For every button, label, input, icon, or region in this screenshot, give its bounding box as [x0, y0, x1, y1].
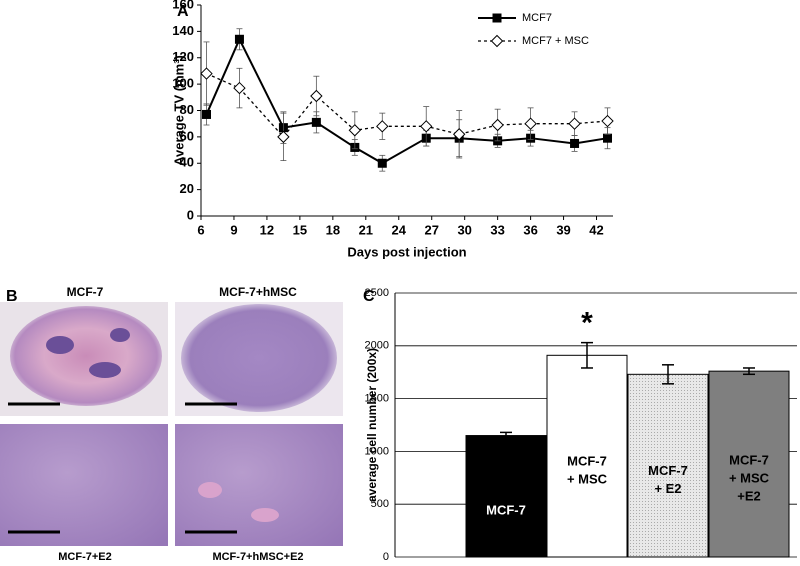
legend-label: MCF7	[522, 12, 552, 24]
bar-label: + MSC	[729, 471, 770, 486]
marker	[420, 120, 433, 133]
marker	[452, 128, 466, 141]
legend-marker	[490, 34, 504, 48]
x-tick-label: 36	[523, 222, 537, 237]
y-tick-label: 2000	[365, 340, 389, 352]
marker	[376, 120, 389, 133]
panel-b: B MCF-7 MCF-7+hMSC MCF-7+E2 MCF-7+hMSC+E…	[0, 285, 343, 563]
tissue	[198, 482, 222, 498]
marker	[311, 117, 321, 127]
marker	[233, 81, 246, 95]
x-tick-label: 9	[230, 222, 237, 237]
legend-marker	[492, 13, 502, 23]
bar	[708, 370, 790, 558]
y-tick-label: 1500	[365, 393, 389, 405]
x-tick-label: 12	[260, 222, 274, 237]
y-tick-label: 1000	[365, 445, 389, 457]
caption: MCF-7+hMSC+E2	[212, 551, 303, 563]
y-tick-label: 0	[187, 207, 194, 222]
marker	[570, 138, 580, 148]
panel-label: B	[6, 288, 18, 305]
caption: MCF-7+E2	[58, 551, 112, 563]
x-tick-label: 18	[326, 222, 340, 237]
panel-label: C	[363, 288, 375, 305]
x-tick-label: 21	[359, 222, 373, 237]
marker	[201, 109, 211, 119]
y-tick-label: 40	[180, 155, 194, 170]
x-axis-label: Days post injection	[347, 244, 466, 259]
x-tick-label: 15	[293, 222, 307, 237]
tissue	[10, 306, 162, 406]
marker	[234, 34, 244, 44]
bar-label: MCF-7	[648, 463, 688, 478]
marker	[568, 117, 581, 130]
bar-label: + E2	[654, 481, 681, 496]
y-tick-label: 20	[180, 181, 194, 196]
tissue	[181, 304, 337, 412]
bar-label: MCF-7	[486, 503, 526, 518]
tissue	[251, 508, 279, 522]
y-axis-label: Average TV (mm³)	[171, 55, 186, 166]
y-tick-label: 120	[172, 49, 194, 64]
significance-marker: *	[581, 307, 593, 340]
marker	[200, 67, 213, 80]
y-axis-label: average cell number (200x)	[365, 348, 379, 502]
bar	[465, 435, 547, 558]
marker	[310, 89, 323, 103]
marker	[348, 124, 362, 137]
marker	[491, 118, 504, 132]
y-tick-label: 0	[383, 551, 389, 563]
marker	[603, 133, 613, 143]
bar	[546, 354, 628, 558]
y-tick-label: 160	[172, 0, 194, 11]
y-tick-label: 140	[172, 23, 194, 38]
x-tick-label: 6	[197, 222, 204, 237]
panel-label: A	[177, 3, 189, 20]
marker	[277, 130, 290, 144]
marker	[377, 158, 387, 168]
x-tick-label: 24	[392, 222, 407, 237]
tissue	[89, 362, 121, 378]
y-tick-label: 60	[180, 128, 194, 143]
x-tick-label: 30	[457, 222, 471, 237]
bar-label: + MSC	[567, 472, 608, 487]
x-tick-label: 27	[424, 222, 438, 237]
x-tick-label: 33	[490, 222, 504, 237]
bar	[627, 373, 709, 558]
tissue	[46, 336, 74, 354]
y-tick-label: 2500	[365, 287, 389, 299]
marker	[601, 114, 614, 128]
bar-label: MCF-7	[567, 454, 607, 469]
y-tick-label: 500	[371, 498, 389, 510]
caption: MCF-7+hMSC	[219, 285, 297, 299]
caption: MCF-7	[67, 285, 104, 299]
y-tick-label: 80	[180, 102, 194, 117]
series-line	[206, 72, 608, 138]
x-tick-label: 39	[556, 222, 570, 237]
bar-label: +E2	[737, 489, 761, 504]
bar-label: MCF-7	[729, 453, 769, 468]
marker	[524, 117, 537, 130]
y-tick-label: 100	[172, 76, 194, 91]
tissue	[110, 328, 130, 342]
legend-label: MCF7 + MSC	[522, 35, 589, 47]
x-tick-label: 42	[589, 222, 603, 237]
series-line	[205, 36, 608, 165]
histology-image	[175, 424, 343, 546]
histology-image	[0, 424, 168, 546]
